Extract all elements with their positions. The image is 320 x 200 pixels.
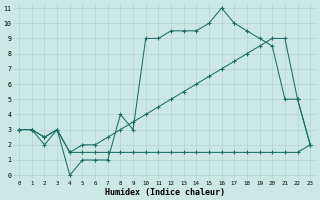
- X-axis label: Humidex (Indice chaleur): Humidex (Indice chaleur): [105, 188, 225, 197]
